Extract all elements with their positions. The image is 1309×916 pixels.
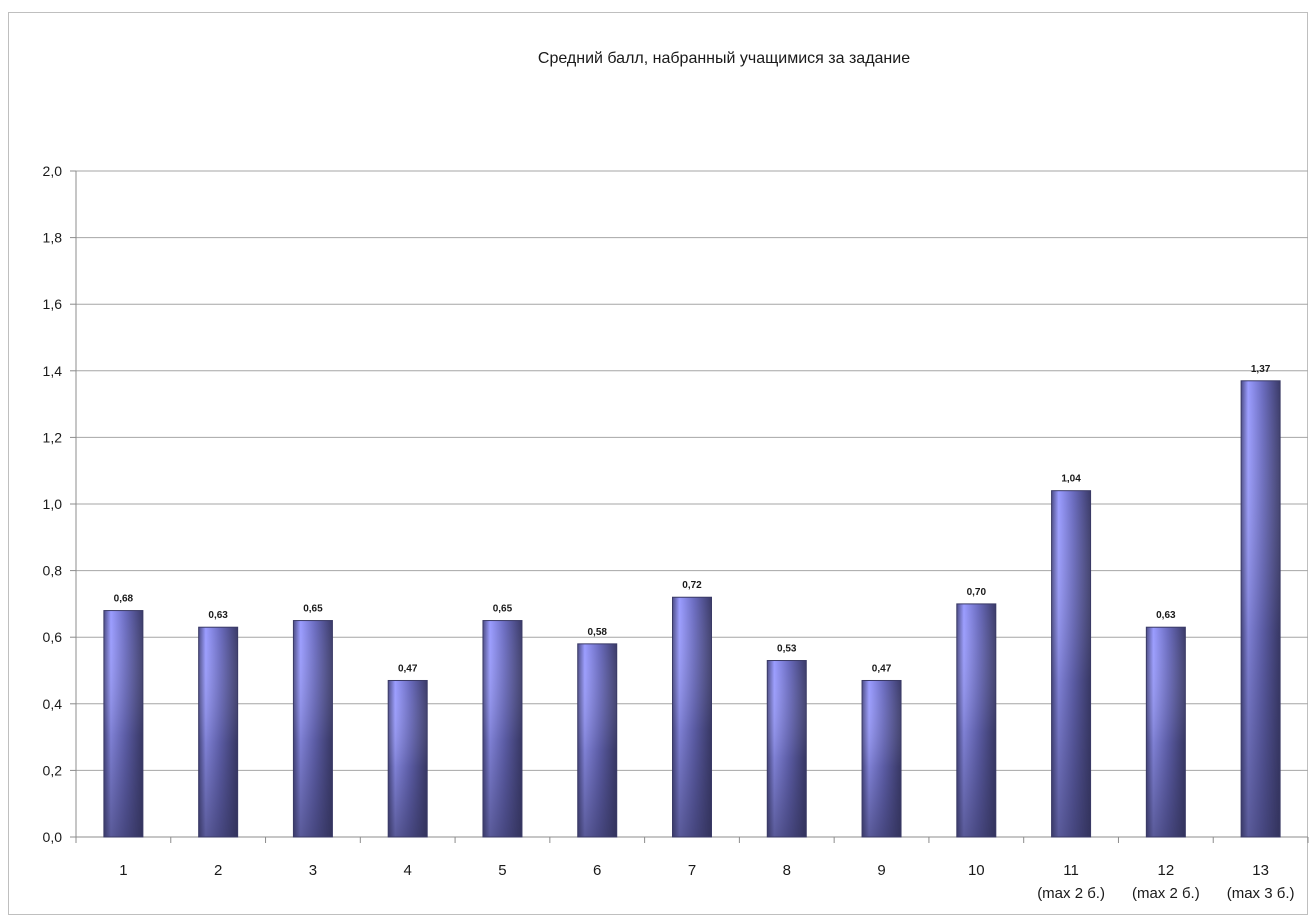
bar-outline	[766, 660, 807, 838]
bar-shade	[1146, 627, 1186, 837]
y-tick-label: 0,2	[43, 762, 63, 778]
x-tick-label: 3	[309, 862, 317, 879]
bar-11	[1051, 490, 1092, 838]
y-tick-label: 0,6	[43, 629, 63, 645]
data-label: 0,65	[303, 604, 323, 615]
bar-outline	[1240, 380, 1281, 838]
y-tick-label: 0,8	[43, 563, 63, 579]
bar-9	[861, 679, 902, 838]
bar-shade	[672, 597, 712, 837]
data-label: 0,72	[682, 580, 702, 591]
bar-8	[766, 660, 807, 838]
data-label: 0,47	[398, 663, 418, 674]
y-tick-label: 1,6	[43, 296, 63, 312]
bar-outline	[103, 610, 144, 838]
bar-6	[577, 643, 618, 838]
bar-outline	[672, 596, 712, 838]
bar-2	[198, 626, 239, 838]
bar-shade	[862, 680, 902, 837]
data-label: 0,68	[114, 594, 134, 605]
bar-10	[956, 603, 997, 838]
bar-13	[1240, 380, 1281, 838]
x-tick-label: 12	[1158, 862, 1175, 879]
data-label: 1,37	[1251, 364, 1271, 375]
x-tick-label: 4	[404, 862, 412, 879]
bar-outline	[956, 603, 997, 838]
bar-outline	[198, 626, 239, 838]
x-tick-label: 1	[119, 862, 127, 879]
y-tick-label: 1,0	[43, 496, 63, 512]
x-tick-label: (max 2 б.)	[1132, 885, 1200, 902]
y-tick-label: 2,0	[43, 163, 63, 179]
bar-shade	[956, 603, 996, 837]
bar-shade	[767, 660, 807, 837]
y-tick-label: 1,2	[43, 429, 63, 445]
bar-shade	[103, 610, 143, 837]
bar-outline	[482, 620, 523, 838]
x-tick-label: 10	[968, 862, 985, 879]
y-tick-label: 1,4	[43, 363, 63, 379]
bar-1	[103, 610, 144, 838]
chart-title: Средний балл, набранный учащимися за зад…	[537, 50, 911, 67]
bar-outline	[1051, 490, 1092, 838]
bar-outline	[1145, 626, 1186, 838]
bar-shade	[1241, 380, 1281, 837]
data-label: 0,47	[872, 663, 892, 674]
x-tick-label: (max 3 б.)	[1227, 885, 1295, 902]
bar-5	[482, 620, 523, 838]
bar-shade	[577, 643, 617, 837]
bar-outline	[387, 679, 428, 838]
x-tick-label: 7	[688, 862, 696, 879]
bar-shade	[198, 627, 238, 837]
data-label: 1,04	[1061, 474, 1081, 485]
x-tick-label: 6	[593, 862, 601, 879]
bar-shade	[388, 680, 428, 837]
bar-outline	[861, 679, 902, 838]
bar-4	[387, 679, 428, 838]
data-label: 0,53	[777, 644, 797, 655]
data-label: 0,63	[208, 610, 228, 621]
data-label: 0,63	[1156, 610, 1176, 621]
x-tick-label: 11	[1063, 862, 1079, 879]
data-label: 0,65	[493, 604, 513, 615]
bar-3	[292, 620, 333, 838]
x-tick-label: 9	[877, 862, 885, 879]
bar-12	[1145, 626, 1186, 838]
y-tick-label: 1,8	[43, 230, 63, 246]
y-tick-label: 0,4	[43, 696, 63, 712]
x-tick-label: 8	[783, 862, 791, 879]
x-tick-label: 13	[1252, 862, 1269, 879]
x-tick-label: 5	[498, 862, 506, 879]
bar-shade	[293, 620, 333, 837]
data-label: 0,70	[967, 587, 987, 598]
x-tick-label: (max 2 б.)	[1037, 885, 1105, 902]
bar-outline	[577, 643, 618, 838]
bar-outline	[292, 620, 333, 838]
data-label: 0,58	[587, 627, 607, 638]
bar-shade	[1051, 490, 1091, 837]
y-tick-label: 0,0	[43, 829, 63, 845]
bar-shade	[482, 620, 522, 837]
x-tick-label: 2	[214, 862, 222, 879]
bar-7	[672, 596, 712, 838]
